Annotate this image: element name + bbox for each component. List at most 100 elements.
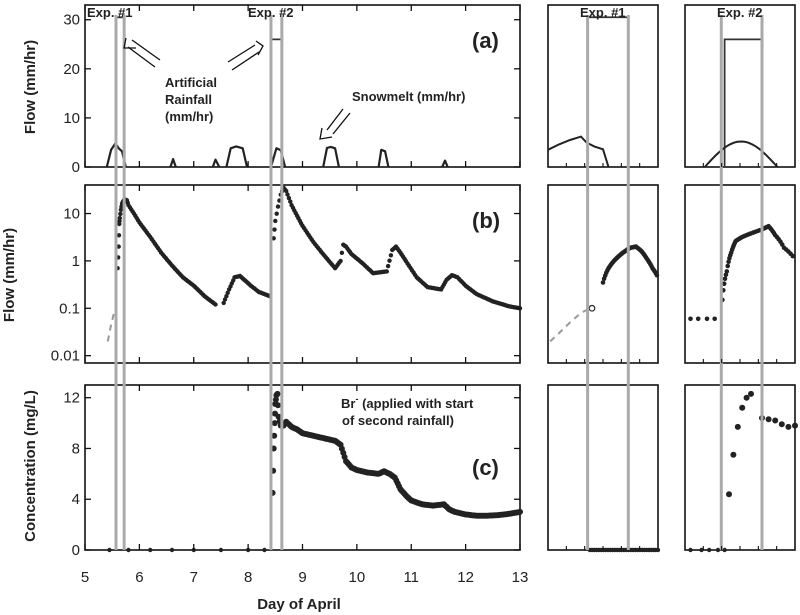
zoom-flow-point: [712, 316, 717, 322]
main-plot-layer: [105, 15, 523, 553]
x-tick-label: 12: [457, 569, 474, 586]
zoom-flow-point: [704, 316, 710, 322]
br-point: [517, 508, 523, 515]
panel-a-frame: [84, 4, 521, 168]
panel-a-y-tick-label: 10: [63, 110, 80, 127]
panel-b-ylabel: Flow (mm/hr): [1, 228, 18, 322]
zoom-br-point: [765, 416, 772, 423]
arrow-icon-snowmelt: [319, 108, 351, 140]
flow-point: [224, 294, 229, 299]
zoom-rain-line: [586, 16, 630, 167]
panel-c-y-tick-label: 12: [63, 390, 80, 407]
flow-point: [284, 188, 289, 194]
zoom-br-point: [655, 547, 661, 553]
arrow-icon-rain2: [227, 40, 264, 71]
zoom-flow-point: [724, 269, 730, 274]
flow-point: [118, 211, 123, 217]
annotation-rainfall-unit: (mm/hr): [165, 109, 213, 124]
zoom-br-point: [715, 547, 721, 553]
panel-a-y-tick-label: 0: [72, 159, 80, 176]
zoom-flow-point: [726, 259, 731, 265]
snowmelt-line: [225, 145, 249, 168]
zoom-flow-point: [654, 272, 660, 278]
br-point: [262, 547, 267, 553]
zoom-flow-dashed: [549, 307, 591, 343]
flow-point: [271, 236, 276, 241]
zoom-a-exp2-frame: [684, 4, 796, 168]
snowmelt-line: [377, 148, 390, 168]
panel-c-label: (c): [472, 455, 499, 480]
x-axis-label: Day of April: [257, 596, 341, 613]
br-point: [107, 547, 112, 553]
panel-c-y-tick-label: 0: [72, 542, 80, 559]
br-point: [148, 547, 153, 553]
flow-point: [384, 269, 389, 274]
flow-point: [387, 258, 392, 263]
zoom-exp2-label: Exp. #2: [717, 5, 763, 20]
br-point: [275, 413, 282, 420]
snowmelt-line: [322, 145, 340, 168]
zoom-flow-point: [588, 304, 596, 312]
br-point: [271, 432, 278, 439]
zoom-br-point: [778, 421, 785, 428]
panel-c-ylabel: Concentration (mg/L): [22, 390, 39, 542]
zoom-br-point: [772, 417, 779, 424]
zoom-br-point: [748, 390, 754, 397]
panel-b-y-tick-label: 10: [63, 206, 80, 223]
panel-a-y-tick-label: 20: [63, 61, 80, 78]
flow-point: [339, 250, 345, 255]
zoom-exp1-label: Exp. #1: [580, 5, 626, 20]
x-tick-label: 6: [135, 569, 143, 586]
x-tick-label: 8: [244, 569, 252, 586]
br-point: [218, 547, 224, 553]
flow-point: [385, 263, 391, 269]
panel-a-label: (a): [472, 28, 499, 53]
flow-point: [273, 218, 278, 224]
zoom-br-point: [699, 547, 704, 553]
zoom-br-point: [792, 422, 798, 429]
flow-point: [286, 195, 292, 201]
arrow-icon-rain1: [123, 37, 161, 68]
flow-point: [116, 244, 121, 249]
exp2-label: Exp. #2: [248, 5, 294, 20]
panel-c-y-tick-label: 4: [72, 491, 80, 508]
zoom-br-point: [730, 451, 737, 458]
x-tick-label: 11: [403, 569, 419, 586]
zoom-flow-point: [688, 316, 693, 322]
panel-b-y-tick-label: 1: [72, 253, 80, 270]
zoom-c-exp1-frame: [547, 384, 659, 551]
flow-point: [116, 233, 122, 238]
br-point: [274, 390, 281, 397]
zoom-br-point: [734, 423, 741, 430]
zoom-flow-point: [600, 280, 606, 285]
x-tick-label: 10: [349, 569, 366, 586]
flow-point: [213, 302, 218, 307]
annotation-artificial: Artificial: [165, 75, 217, 90]
zoom-br-point: [739, 404, 746, 411]
zoom-flow-point: [725, 263, 730, 269]
panel-b-label: (b): [472, 208, 500, 233]
annotation-br-line1: Br- (applied with start: [341, 394, 474, 411]
flow-point: [274, 211, 279, 216]
zoom-plot-layer: [547, 15, 798, 553]
zoom-b-exp2-frame: [684, 184, 796, 364]
snowmelt-line: [211, 158, 221, 168]
zoom-flow-point: [695, 316, 701, 322]
zoom-br-point: [707, 547, 712, 553]
flow-point: [285, 192, 290, 197]
x-tick-label: 13: [512, 569, 529, 586]
br-point: [275, 402, 281, 409]
tick-layer: 5 6 7 8 9 10 11 12 13 0 10 20 30 0.01 0.1 1 10 0 4 8 12: [51, 5, 778, 586]
panel-b-y-tick-label: 0.01: [51, 348, 80, 365]
zoom-b-exp1-frame: [547, 184, 659, 364]
zoom-br-point: [722, 547, 727, 553]
zoom-br-point: [726, 491, 732, 498]
flow-point: [275, 204, 281, 209]
snowmelt-line: [441, 159, 449, 168]
annotation-rainfall: Rainfall: [165, 92, 212, 107]
zoom-flow-point: [790, 253, 796, 259]
flow-point: [225, 290, 230, 295]
panel-a-y-tick-label: 30: [63, 12, 80, 29]
flow-point: [338, 258, 343, 264]
